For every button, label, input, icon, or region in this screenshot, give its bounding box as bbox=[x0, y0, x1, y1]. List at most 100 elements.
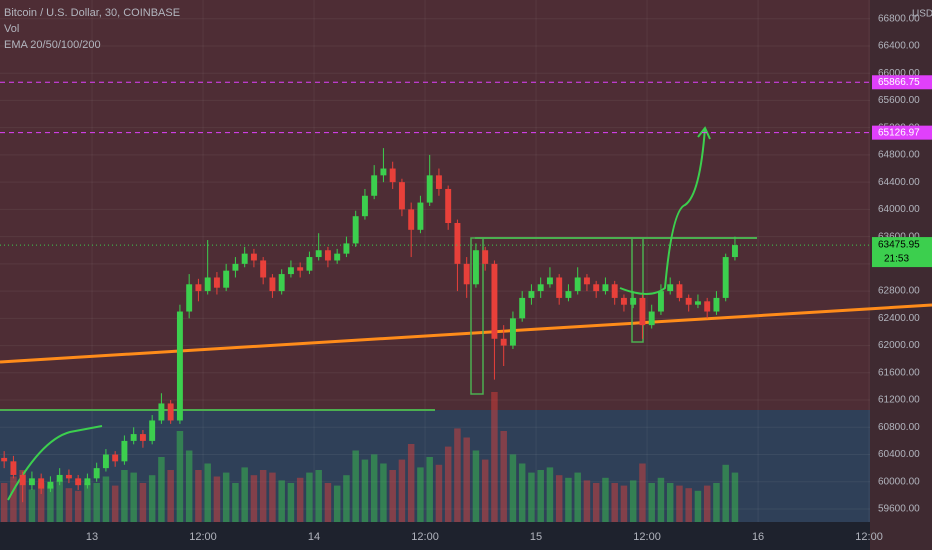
projection-arrow bbox=[7, 425, 103, 501]
candle-body bbox=[38, 478, 45, 489]
candle-body bbox=[417, 202, 424, 230]
upper-background bbox=[0, 0, 870, 410]
candle-body bbox=[667, 284, 674, 292]
x-tick-label: 12:00 bbox=[411, 531, 439, 543]
y-tick-label: 62800.00 bbox=[878, 286, 920, 297]
candle-body bbox=[556, 277, 563, 298]
y-tick-label: 66000.00 bbox=[878, 68, 920, 79]
candle-body bbox=[426, 175, 433, 203]
volume-bar bbox=[648, 483, 655, 522]
candle-body bbox=[602, 284, 609, 292]
volume-bar bbox=[306, 472, 313, 522]
x-tick-label: 13 bbox=[86, 531, 98, 543]
volume-bar bbox=[56, 480, 63, 522]
candle-body bbox=[269, 277, 276, 292]
volume-bar bbox=[370, 454, 378, 522]
range-box bbox=[470, 237, 484, 395]
x-tick-label: 12:00 bbox=[189, 531, 217, 543]
candle-body bbox=[361, 195, 368, 217]
candle-body bbox=[676, 284, 683, 298]
volume-bar bbox=[0, 483, 8, 522]
candle-body bbox=[75, 478, 82, 486]
y-tick-label: 66800.00 bbox=[878, 13, 920, 24]
volume-bar bbox=[287, 483, 295, 522]
volume-bar bbox=[528, 472, 535, 522]
volume-bar bbox=[694, 490, 702, 522]
candle-body bbox=[574, 277, 581, 292]
candle-body bbox=[528, 291, 535, 298]
price-axis bbox=[870, 0, 932, 550]
volume-bar bbox=[426, 457, 433, 522]
candle-body bbox=[223, 270, 230, 288]
volume-bar bbox=[324, 483, 332, 522]
lower-background bbox=[0, 410, 870, 522]
volume-bar bbox=[666, 483, 674, 522]
candle-body bbox=[380, 168, 387, 176]
volume-bar bbox=[139, 483, 147, 522]
candle-body bbox=[130, 434, 137, 441]
volume-bar bbox=[472, 450, 480, 522]
volume-bar bbox=[195, 470, 202, 522]
volume-bar bbox=[435, 464, 443, 522]
candle-body bbox=[694, 301, 701, 305]
volume-bar bbox=[713, 483, 720, 522]
indicator-label: Vol bbox=[4, 23, 19, 35]
last-price-label: 63475.95 bbox=[878, 240, 920, 251]
candle-body bbox=[463, 263, 470, 285]
volume-bar bbox=[176, 431, 184, 522]
volume-bar bbox=[407, 444, 415, 522]
candle-body bbox=[176, 311, 183, 421]
indicator-label: EMA 20/50/100/200 bbox=[4, 39, 101, 51]
volume-bar bbox=[222, 472, 230, 522]
x-tick-label: 12:00 bbox=[633, 531, 661, 543]
volume-bar bbox=[546, 467, 554, 522]
candle-body bbox=[139, 434, 146, 441]
candle-body bbox=[167, 403, 174, 421]
volume-bar bbox=[685, 488, 692, 522]
volume-bar bbox=[130, 472, 137, 522]
candle-body bbox=[398, 182, 405, 210]
projection-arrow bbox=[619, 126, 711, 295]
candle-body bbox=[435, 175, 442, 189]
volume-bar bbox=[232, 483, 239, 522]
price-level-tag bbox=[872, 125, 932, 140]
candle-body bbox=[731, 245, 738, 258]
candle-body bbox=[19, 474, 26, 486]
volume-bar bbox=[121, 470, 128, 522]
candle-body bbox=[195, 284, 202, 292]
candle-body bbox=[1, 457, 8, 462]
volume-bar bbox=[463, 437, 470, 522]
candle-body bbox=[509, 318, 516, 346]
candle-body bbox=[630, 297, 637, 305]
volume-bar bbox=[213, 476, 221, 522]
volume-bar bbox=[93, 483, 100, 522]
y-tick-label: 60800.00 bbox=[878, 422, 920, 433]
volume-bar bbox=[361, 459, 369, 522]
candle-body bbox=[334, 253, 341, 261]
volume-bar bbox=[639, 463, 646, 522]
candle-body bbox=[241, 253, 248, 264]
volume-bar bbox=[731, 472, 739, 522]
y-tick-label: 62400.00 bbox=[878, 313, 920, 324]
volume-bar bbox=[518, 463, 526, 522]
volume-bar bbox=[380, 463, 387, 522]
candle-body bbox=[500, 338, 507, 346]
volume-bar bbox=[565, 477, 572, 522]
volume-bar bbox=[629, 480, 637, 522]
volume-bar bbox=[620, 485, 628, 522]
volume-bar bbox=[611, 483, 618, 522]
volume-bar bbox=[454, 428, 461, 522]
volume-bar bbox=[296, 477, 304, 522]
candle-body bbox=[287, 267, 294, 275]
candle-body bbox=[93, 468, 100, 479]
x-tick-label: 15 bbox=[530, 531, 542, 543]
chart-title: Bitcoin / U.S. Dollar, 30, COINBASE bbox=[4, 7, 180, 19]
candle-body bbox=[324, 250, 331, 261]
candle-body bbox=[352, 216, 359, 244]
x-tick-label: 16 bbox=[752, 531, 764, 543]
volume-bar bbox=[343, 475, 350, 522]
volume-bar bbox=[47, 485, 54, 522]
volume-bar bbox=[241, 467, 248, 522]
candle-body bbox=[28, 478, 35, 486]
volume-bar bbox=[315, 470, 322, 522]
